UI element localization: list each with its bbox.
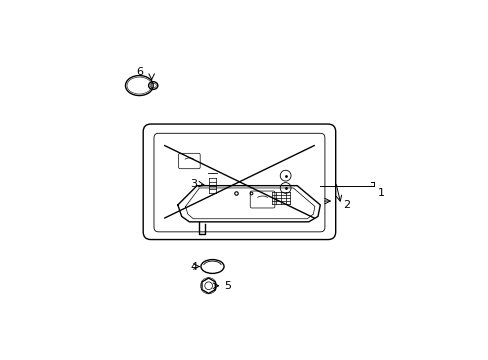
Text: 1: 1 bbox=[377, 188, 384, 198]
Text: 3: 3 bbox=[190, 179, 197, 189]
Text: 5: 5 bbox=[224, 281, 230, 291]
Ellipse shape bbox=[201, 260, 224, 274]
Circle shape bbox=[207, 167, 218, 178]
Text: 2: 2 bbox=[343, 200, 350, 210]
FancyBboxPatch shape bbox=[143, 124, 335, 239]
Text: 4: 4 bbox=[189, 261, 197, 271]
Text: 6: 6 bbox=[136, 67, 142, 77]
